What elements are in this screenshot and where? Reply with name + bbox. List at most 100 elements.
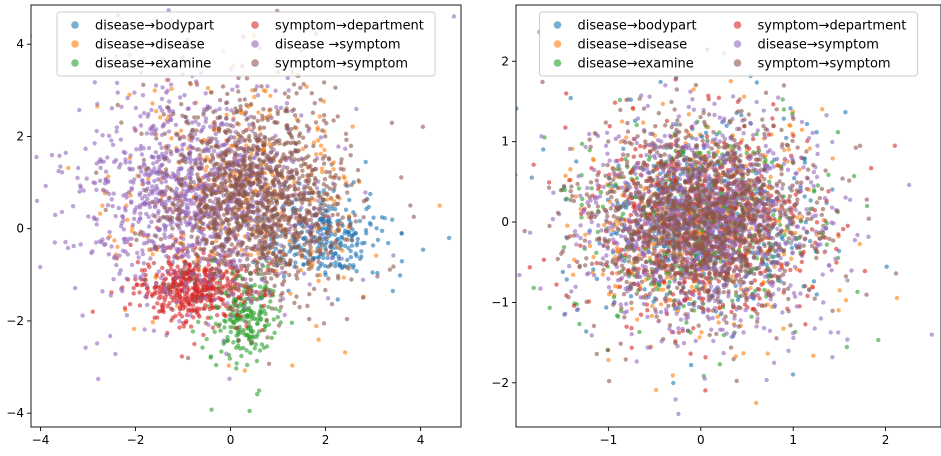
data-point <box>144 211 149 217</box>
data-point <box>145 114 150 119</box>
data-point <box>339 221 344 226</box>
data-point <box>802 160 808 165</box>
data-point <box>300 173 305 179</box>
data-point <box>236 227 241 233</box>
data-point <box>169 215 175 221</box>
data-point <box>165 304 170 309</box>
data-point <box>634 122 639 128</box>
data-point <box>114 80 120 86</box>
data-point <box>664 275 670 280</box>
data-point <box>249 203 254 208</box>
data-point <box>262 323 268 328</box>
data-point <box>114 262 119 268</box>
data-point <box>262 247 268 252</box>
data-point <box>248 186 253 191</box>
data-point <box>132 90 137 95</box>
legend: disease→bodypartdisease→diseasedisease→e… <box>56 11 436 77</box>
data-point <box>353 219 358 224</box>
data-point <box>56 168 61 174</box>
data-point <box>159 295 164 300</box>
data-point <box>235 251 240 256</box>
data-point <box>371 215 376 220</box>
data-point <box>252 247 258 252</box>
data-point <box>157 141 163 146</box>
data-point <box>78 185 84 190</box>
data-point <box>340 215 345 220</box>
data-point <box>316 259 321 264</box>
data-point <box>321 118 327 123</box>
data-point <box>336 228 341 233</box>
data-point <box>254 229 260 234</box>
data-point <box>322 177 328 182</box>
data-point <box>321 191 327 196</box>
data-point <box>266 216 271 221</box>
data-point <box>235 84 240 89</box>
data-point <box>857 241 862 247</box>
data-point <box>375 270 380 276</box>
data-point <box>204 240 209 246</box>
data-point <box>138 143 144 149</box>
data-point <box>311 143 316 149</box>
data-point <box>234 268 239 273</box>
data-point <box>304 84 309 89</box>
data-point <box>629 306 634 311</box>
data-point <box>815 183 821 188</box>
data-point <box>359 254 364 259</box>
data-point <box>256 110 261 115</box>
data-point <box>199 209 204 215</box>
data-point <box>158 115 163 120</box>
data-point <box>188 217 193 222</box>
data-point <box>143 188 149 193</box>
data-point <box>175 132 180 137</box>
data-point <box>281 187 286 193</box>
data-point <box>245 362 250 368</box>
data-point <box>322 202 328 208</box>
data-point <box>154 136 159 141</box>
data-point <box>38 264 43 270</box>
data-point <box>198 160 203 166</box>
data-point <box>275 120 280 125</box>
data-point <box>370 243 376 248</box>
data-point <box>270 230 275 235</box>
data-point <box>256 157 262 162</box>
data-point <box>370 270 375 275</box>
data-point <box>283 214 288 219</box>
data-point <box>223 225 228 230</box>
data-point <box>123 208 128 213</box>
data-point <box>164 172 170 178</box>
data-point <box>786 147 792 152</box>
data-point <box>253 87 258 93</box>
data-point <box>272 178 277 183</box>
data-point <box>142 327 147 332</box>
data-point <box>265 208 270 214</box>
data-point <box>451 14 457 19</box>
data-point <box>733 293 739 298</box>
data-point <box>211 177 216 183</box>
data-point <box>146 176 151 181</box>
data-point <box>162 232 167 237</box>
data-point <box>356 178 361 183</box>
data-point <box>616 163 621 168</box>
data-point <box>156 309 162 314</box>
data-point <box>268 185 273 191</box>
data-point <box>129 262 135 268</box>
data-point <box>194 128 199 133</box>
data-point <box>217 126 222 131</box>
data-point <box>118 137 124 142</box>
data-point <box>316 278 321 284</box>
data-point <box>228 179 233 184</box>
data-point <box>336 144 341 149</box>
data-point <box>387 267 393 272</box>
data-point <box>307 316 312 322</box>
data-point <box>173 122 179 128</box>
data-point <box>321 161 327 166</box>
data-point <box>162 205 167 210</box>
data-point <box>115 90 120 95</box>
data-point <box>121 227 127 232</box>
data-point <box>184 205 189 211</box>
data-point <box>754 400 759 406</box>
data-point <box>298 230 303 236</box>
data-point <box>326 204 331 209</box>
data-point <box>225 91 230 97</box>
data-point <box>292 187 298 192</box>
